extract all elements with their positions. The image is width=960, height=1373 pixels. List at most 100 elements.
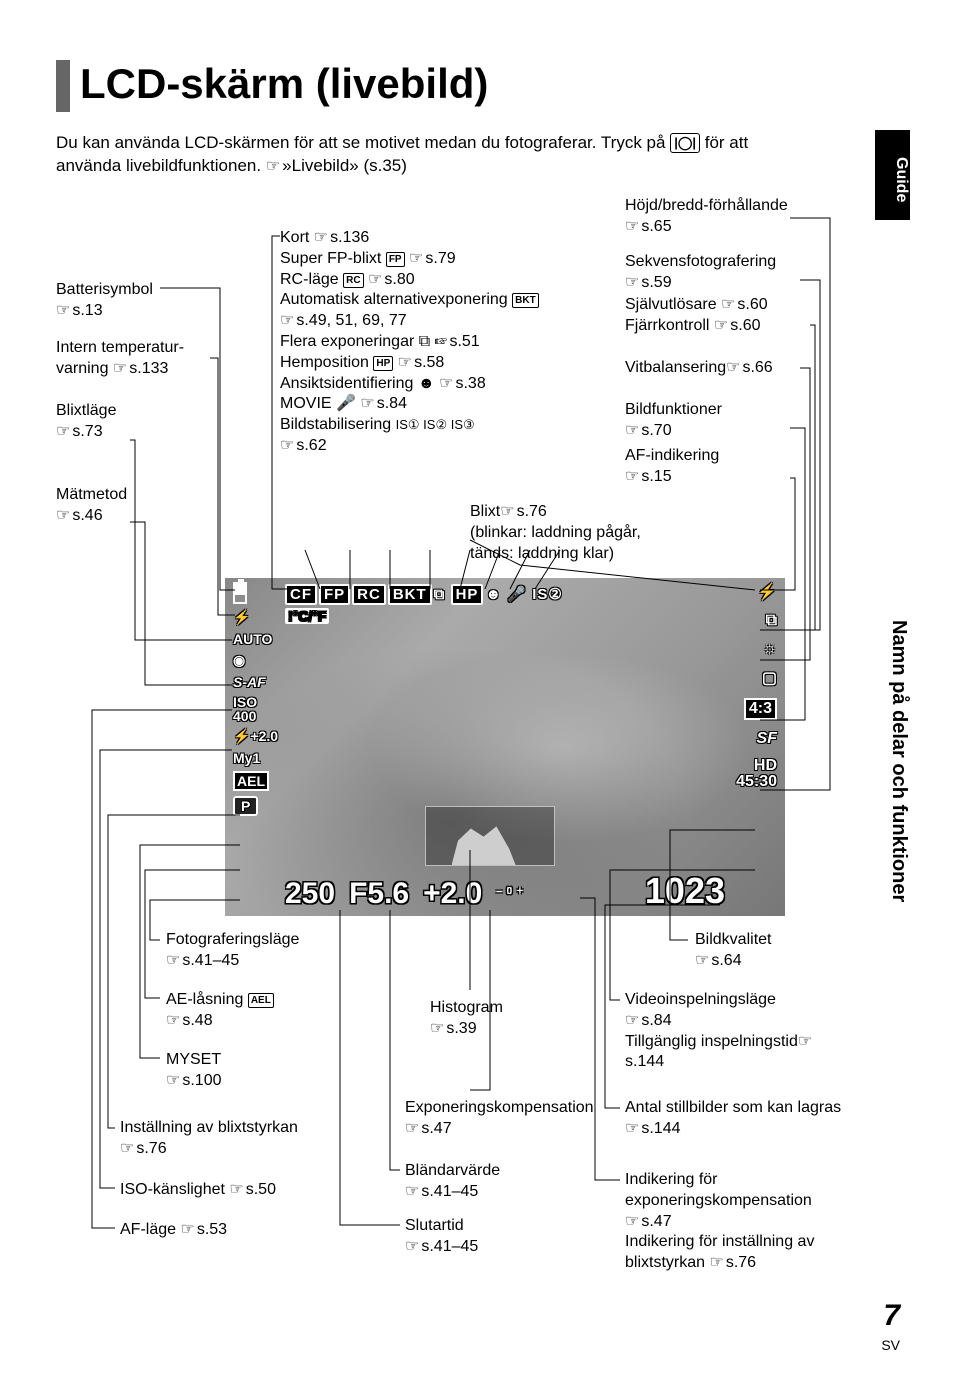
lcd-iso: ISO400 [233,695,257,723]
lcd-battery-icon [233,582,247,604]
intro-text: Du kan använda LCD-skärmen för att se mo… [56,132,756,178]
intro-ref: »Livebild» (s.35) [282,156,407,175]
lcd-flash-comp: ⚡+2.0 [233,728,278,745]
fc-label: Blixt [470,503,500,520]
intro-a: Du kan använda LCD-skärmen för att se mo… [56,133,670,152]
hand-icon [500,503,516,520]
video-label: Videoinspelningsläge [625,991,776,1008]
self-label: Självutlösare [625,296,721,313]
lcd-shutter: 250 [285,877,335,911]
page-title: LCD-skärm (livebild) [80,60,488,108]
lcd-flash-ready-icon: ⚡ [757,582,777,602]
self-ref: s.60 [737,296,767,313]
callout-shootmode: Fotograferingsläges.41–45 [166,930,366,972]
is-ref: s.62 [296,437,326,454]
sv-label: SV [881,1337,900,1353]
multi-icon: ⧉ [419,333,430,350]
ael-ref: s.48 [182,1012,212,1029]
bkt-icon: BKT [512,293,539,308]
expind-ref: s.47 [641,1213,671,1230]
hand-icon [180,1221,196,1238]
expcomp-label: Exponeringskompensation [405,1099,594,1116]
lcd-warn-row: !°C/°F [285,608,329,624]
lcd-multi-icon: ⧉ [434,586,446,603]
callout-temp: Intern temperatur-varning s.133 [56,338,226,380]
face-ref: s.38 [455,375,485,392]
battery-ref: s.13 [72,302,102,319]
iso-label: ISO-känslighet [120,1181,229,1198]
hand-icon [798,1033,814,1050]
ael-icon: AEL [248,993,274,1008]
hand-icon [430,1020,446,1037]
flashint-label: Inställning av blixtstyrkan [120,1119,298,1136]
hp-ref: s.58 [414,354,444,371]
hand-icon [625,468,641,485]
aperture-ref: s.41–45 [421,1183,478,1200]
callout-expind: Indikering för exponeringskompensations.… [625,1170,870,1274]
face-icon: ☻ [418,375,435,392]
lcd-temp-warn: !°C/°F [285,608,329,624]
flashint-ref: s.76 [136,1140,166,1157]
lcd-fp-icon: FP [319,584,350,605]
hand-icon [120,1140,136,1157]
picfunc-ref: s.70 [641,422,671,439]
movie-label: MOVIE [280,395,336,412]
shutter-ref: s.41–45 [421,1238,478,1255]
hand-icon [435,333,450,350]
hand-icon [166,952,182,969]
movie-icon: 🎤 [336,395,356,412]
lcd-quality: SF [757,730,777,748]
lcd-flash-icon: ⚡ [233,609,250,626]
lcd-is-icon: IS② [532,586,563,603]
lcd-bkt-icon: BKT [388,584,432,605]
lcd-meter-icon: ◉ [233,652,245,669]
lcd-left-col: ⚡ AUTO ◉ S-AF ISO400 ⚡+2.0 My1 AEL P [233,582,285,816]
fp-label: Super FP-blixt [280,250,386,267]
fc-note1: (blinkar: laddning pågår, [470,524,641,541]
lcd-mic-icon: 🎤 [507,586,527,603]
card-label: Kort [280,229,314,246]
lcd-bottom-row: 250 F5.6 +2.0 – 0 + 1023 [285,870,725,912]
remote-ref: s.60 [730,317,760,334]
callout-ael: AE-låsning AELs.48 [166,990,366,1032]
video-ref: s.84 [641,1012,671,1029]
card-ref: s.136 [330,229,369,246]
iso-ref: s.50 [246,1181,276,1198]
seq-label: Sekvensfotografering [625,253,776,270]
is-label: Bildstabilisering [280,416,396,433]
lcd-picfunc-icon: ▢ [762,668,777,688]
callout-expcomp: Exponeringskompensation s.47 [405,1098,625,1140]
lcd-hd-label: HD [754,757,777,774]
hand-icon [625,1213,641,1230]
video-ref2: s.144 [625,1053,664,1070]
flash-label: Blixtläge [56,402,116,419]
page-number: 7 [883,1299,900,1333]
hand-ref-icon [266,156,282,175]
hand-icon [625,1012,641,1029]
lcd-hd: HD45:30 [736,758,777,790]
hand-icon [56,423,72,440]
video-label2: Tillgänglig inspelningstid [625,1033,798,1050]
callout-iso: ISO-känslighet s.50 [120,1180,350,1201]
battery-label: Batterisymbol [56,281,153,298]
hand-icon [709,1254,725,1271]
callout-aspect: Höjd/bredd-förhållande s.65 [625,196,805,238]
callout-battery: Batterisymbol s.13 [56,280,206,322]
callout-flashcharge: Blixts.76 (blinkar: laddning pågår, tänd… [470,502,720,564]
lcd-seq-icon: ⧉ [766,612,777,630]
lcd-myset: My1 [233,750,260,766]
expcomp-ref: s.47 [421,1120,451,1137]
afmode-ref: s.53 [197,1221,227,1238]
lcd-right-col: ⚡ ⧉ ☼ ▢ 4:3 SF HD45:30 [731,582,777,790]
multi-ref: s.51 [449,333,479,350]
lcd-top-row: CFFPRCBKT⧉ HP☻ 🎤 IS② [285,584,563,605]
lcd-shots: 1023 [645,870,725,912]
hand-icon [368,271,384,288]
callout-self: Självutlösare s.60 [625,295,835,316]
quality-ref: s.64 [711,952,741,969]
wb-ref: s.66 [742,359,772,376]
callout-hist: Histograms.39 [430,998,580,1040]
hand-icon [280,437,296,454]
hand-icon [405,1183,421,1200]
lcd-rc-icon: RC [352,584,386,605]
